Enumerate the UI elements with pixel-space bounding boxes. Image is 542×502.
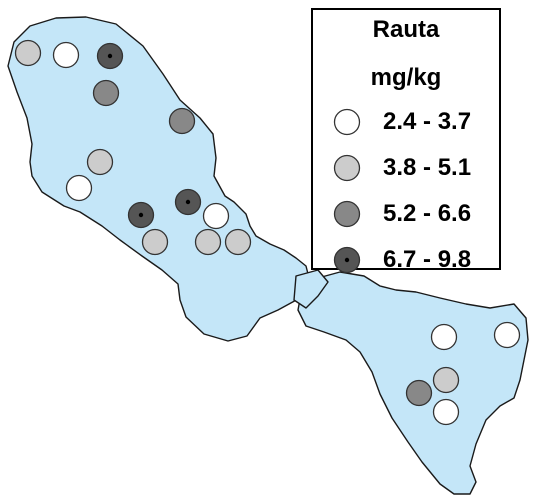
sampling-sites	[14, 39, 521, 426]
legend: Rauta mg/kg 2.4 - 3.7 3.8 - 5.1 5.2 - 6.…	[311, 8, 501, 274]
legend-label-class-1: 2.4 - 3.7	[383, 108, 472, 135]
site-marker-3-center-dot	[107, 53, 113, 59]
legend-unit: mg/kg	[370, 64, 442, 91]
site-marker-13	[224, 228, 252, 256]
site-marker-2	[52, 41, 80, 69]
site-marker-5	[168, 107, 196, 135]
site-marker-15	[493, 321, 521, 349]
site-marker-16	[432, 366, 460, 394]
site-marker-10	[202, 202, 230, 230]
legend-label-class-2: 3.8 - 5.1	[383, 154, 472, 181]
lake-narrows	[293, 269, 329, 309]
legend-symbol-class-1	[333, 108, 361, 136]
site-marker-6	[86, 148, 114, 176]
legend-row-class-4: 6.7 - 9.8	[313, 242, 499, 280]
legend-symbol-class-4	[333, 246, 361, 274]
site-marker-8-center-dot	[138, 212, 144, 218]
legend-row-class-3: 5.2 - 6.6	[313, 196, 499, 234]
site-marker-1	[14, 39, 42, 67]
lake-basin-north	[7, 16, 311, 342]
legend-symbol-class-2	[333, 154, 361, 182]
site-marker-18	[432, 398, 460, 426]
site-marker-12	[194, 228, 222, 256]
legend-row-class-2: 3.8 - 5.1	[313, 150, 499, 188]
site-marker-17	[405, 379, 433, 407]
legend-symbol-class-3	[333, 200, 361, 228]
site-marker-9-center-dot	[185, 199, 191, 205]
legend-title: Rauta	[372, 16, 440, 43]
site-marker-14	[430, 323, 458, 351]
legend-row-class-1: 2.4 - 3.7	[313, 104, 499, 142]
site-marker-4	[92, 79, 120, 107]
legend-label-class-4: 6.7 - 9.8	[383, 246, 472, 273]
site-marker-7	[65, 174, 93, 202]
legend-label-class-3: 5.2 - 6.6	[383, 200, 472, 227]
site-marker-11	[141, 228, 169, 256]
